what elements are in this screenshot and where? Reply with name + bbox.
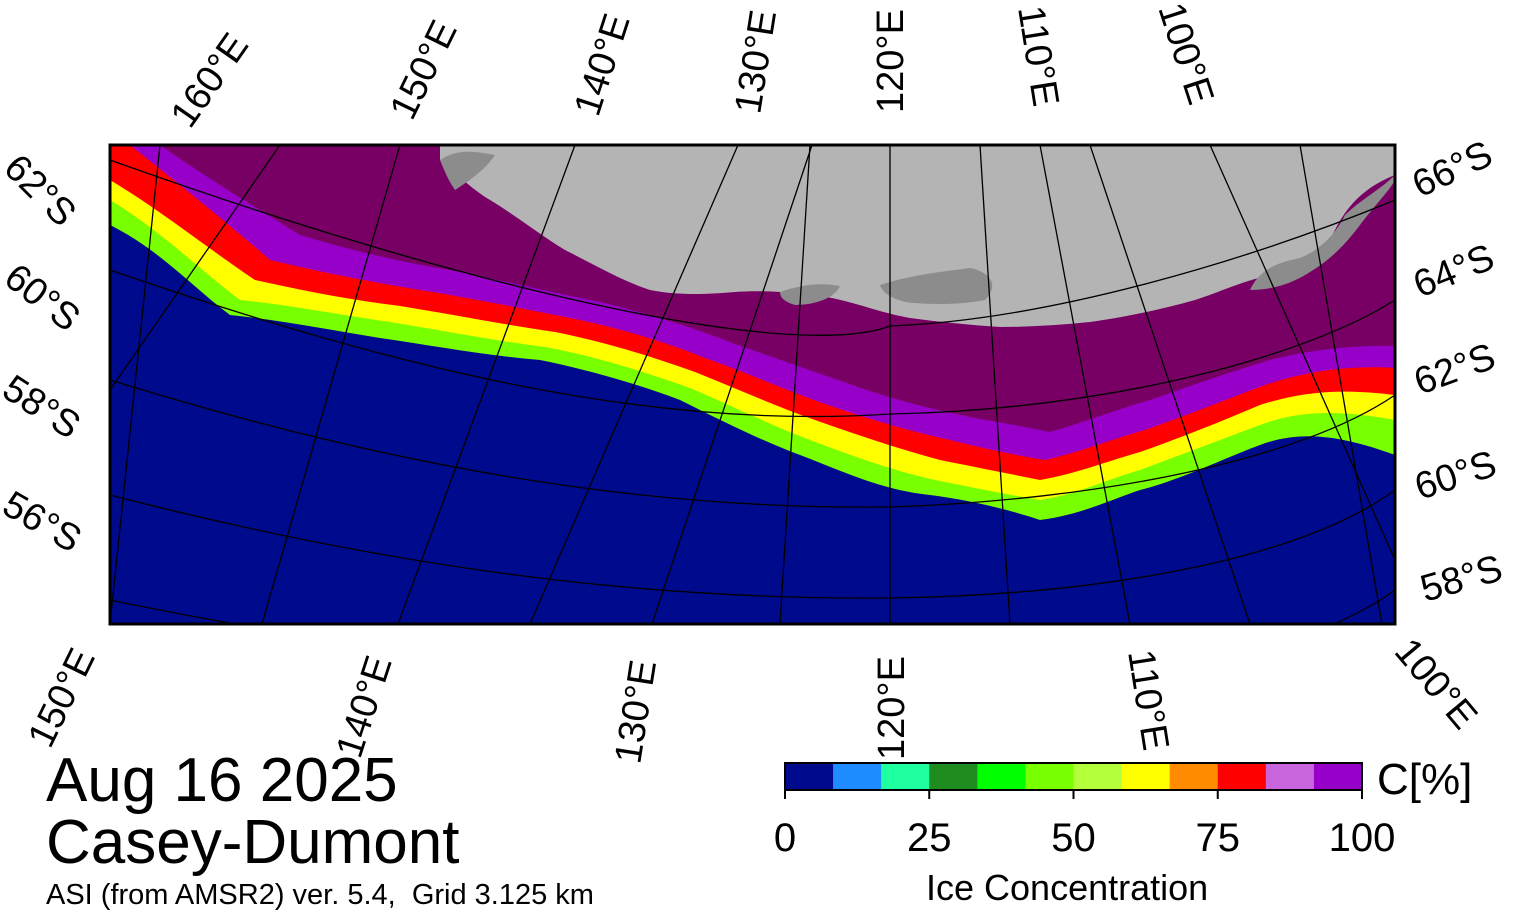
colorbar-swatch bbox=[1265, 763, 1315, 790]
colorbar-swatch bbox=[785, 763, 834, 790]
colorbar-tick-label: 50 bbox=[1051, 816, 1096, 860]
bottom-lon-label: 100°E bbox=[1386, 631, 1485, 738]
colorbar-swatch bbox=[881, 763, 930, 790]
left-lat-label: 60°S bbox=[0, 256, 88, 340]
left-lat-label: 62°S bbox=[0, 147, 84, 235]
left-lat-label: 58°S bbox=[0, 367, 87, 447]
bottom-lon-label: 150°E bbox=[20, 642, 103, 754]
top-lon-label: 110°E bbox=[1009, 3, 1066, 109]
colorbar-swatch bbox=[1121, 763, 1171, 790]
colorbar-tick-label: 75 bbox=[1195, 816, 1241, 860]
right-lat-label: 64°S bbox=[1408, 236, 1501, 306]
ice-shelf bbox=[1250, 175, 1395, 290]
map-frame bbox=[108, 143, 1397, 626]
colorbar-swatch bbox=[1313, 763, 1363, 790]
colorbar-swatch bbox=[1217, 763, 1267, 790]
colorbar-swatch bbox=[833, 763, 882, 790]
colorbar-swatch bbox=[929, 763, 978, 790]
colorbar-tick-label: 100 bbox=[1328, 816, 1396, 860]
ice-shelf bbox=[880, 268, 993, 305]
bottom-lon-label: 120°E bbox=[871, 656, 913, 760]
top-lon-label: 100°E bbox=[1149, 0, 1221, 110]
date-title: Aug 16 2025 bbox=[46, 746, 398, 815]
region-title: Casey-Dumont bbox=[46, 808, 460, 877]
colorbar-swatch bbox=[1073, 763, 1123, 790]
ice-shelf bbox=[440, 151, 495, 190]
top-lon-label: 130°E bbox=[727, 7, 785, 116]
right-lat-label: 60°S bbox=[1410, 443, 1502, 509]
right-lat-label: 62°S bbox=[1409, 336, 1501, 404]
bottom-lon-label: 110°E bbox=[1119, 647, 1176, 753]
colorbar-tick-label: 25 bbox=[907, 816, 952, 860]
ice-shelf bbox=[780, 284, 840, 305]
colorbar bbox=[784, 762, 1363, 799]
top-lon-label: 140°E bbox=[567, 9, 639, 121]
graticule bbox=[110, 145, 1395, 624]
product-info: ASI (from AMSR2) ver. 5.4, Grid 3.125 km bbox=[46, 879, 594, 911]
left-lat-label: 56°S bbox=[0, 483, 88, 561]
colorbar-title: Ice Concentration bbox=[926, 867, 1209, 908]
right-lat-label: 58°S bbox=[1416, 547, 1507, 610]
colorbar-swatch bbox=[977, 763, 1026, 790]
right-lat-label: 66°S bbox=[1406, 133, 1499, 206]
top-lon-label: 120°E bbox=[870, 9, 912, 113]
bottom-lon-label: 130°E bbox=[607, 657, 665, 766]
colorbar-swatch bbox=[1025, 763, 1074, 790]
top-lon-label: 150°E bbox=[382, 14, 465, 126]
colorbar-swatch bbox=[1169, 763, 1219, 790]
colorbar-tick-label: 0 bbox=[773, 816, 797, 860]
top-lon-label: 160°E bbox=[163, 26, 257, 135]
colorbar-unit: C[%] bbox=[1377, 755, 1473, 804]
